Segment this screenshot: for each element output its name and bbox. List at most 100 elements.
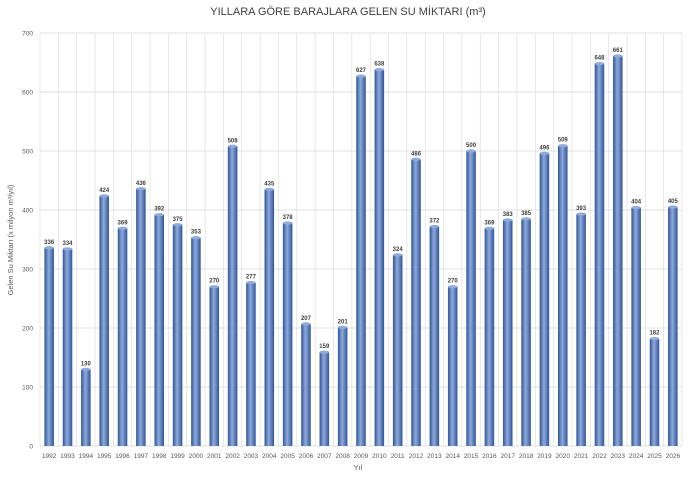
bar-top [521,217,531,221]
bar [668,205,678,446]
bar-top [81,367,91,371]
bar-top [484,226,495,230]
data-label: 277 [246,275,257,281]
x-tick-label: 1996 [115,453,130,460]
x-tick-label: 1995 [97,453,112,460]
bar-top [447,285,458,289]
y-axis-label: Gelen Su Miktarı (x milyon m³/yıl) [6,184,15,295]
bar-body [521,218,531,446]
bar [502,218,513,446]
bar [117,226,128,446]
x-tick-label: 2016 [482,453,497,460]
y-tick-label: 0 [29,444,33,451]
bar [484,226,495,446]
bar-top [154,213,164,217]
data-label: 500 [466,143,477,149]
bar [282,221,293,446]
x-tick-label: 2017 [501,453,516,460]
x-tick-label: 2026 [666,453,681,460]
x-tick-label: 2003 [244,453,259,460]
x-tick-label: 1993 [60,453,75,460]
bar-top [264,187,275,191]
x-tick-label: 2006 [299,453,314,460]
x-tick-label: 2001 [207,453,222,460]
x-tick-label: 2013 [427,453,442,460]
x-tick-label: 1997 [134,453,149,460]
bar [411,157,421,446]
x-tick-label: 2007 [317,453,332,460]
data-label: 648 [594,56,605,62]
bar-body [539,153,550,447]
bar-top [631,206,641,210]
bar [154,213,164,446]
bar [649,337,660,446]
bar-top [429,224,440,229]
bar-top [99,194,109,198]
bar [539,151,550,447]
data-label: 182 [649,331,660,337]
data-label: 270 [209,279,220,285]
bar-top [319,350,330,354]
x-axis-label: Yıl [354,463,363,472]
bar [81,367,91,446]
x-tick-label: 2010 [372,453,387,460]
bar-body [337,327,348,446]
bar-body [301,323,311,446]
data-label: 353 [191,230,202,236]
x-tick-label: 2014 [445,453,460,460]
data-label: 404 [631,200,642,206]
bar-body [356,76,366,446]
bar-body [117,228,128,446]
bar-top [558,144,568,148]
bar-body [649,338,660,446]
x-tick-label: 2022 [592,453,607,460]
bar-body [99,195,109,446]
bar-body [429,226,440,446]
bar [301,322,311,446]
x-tick-label: 1994 [79,453,94,460]
x-tick-label: 2018 [519,453,534,460]
data-label: 334 [63,241,74,247]
bar [246,280,256,446]
y-tick-label: 400 [22,208,33,215]
bar-top [227,144,238,148]
y-tick-label: 300 [22,267,33,274]
data-label: 393 [576,206,587,212]
bar-body [246,282,256,446]
data-label: 638 [374,62,385,68]
y-tick-label: 600 [22,90,33,97]
bar [209,285,220,446]
bar-body [209,286,220,446]
data-label: 270 [448,279,459,285]
data-label: 369 [484,220,495,226]
bar [44,246,54,446]
bar-body [172,224,183,446]
bar-body [594,63,605,447]
bar-top [613,54,623,58]
data-label: 392 [154,207,165,213]
bar-body [154,214,164,446]
bar-top [62,247,73,251]
bar-body [466,151,476,446]
bar [613,54,623,446]
bar [631,206,641,446]
data-label: 378 [283,215,294,221]
bar-body [668,207,678,446]
x-tick-label: 1992 [42,453,57,460]
x-axis-ticks: 1992 1993 1994 1995 1996 1997 1998 1999 2000 2001… [42,453,681,460]
bar [191,236,201,446]
bar [558,144,568,446]
bar-body [44,247,54,446]
bar-body [282,222,293,446]
bar-body [319,352,330,446]
bar-top [246,280,256,285]
data-labels: 336 334 130 424 369 436 392 375 353 270 508 277 435 3… [44,48,678,367]
x-tick-label: 2008 [335,453,350,460]
bar [264,187,275,446]
bar-top [594,62,605,66]
bar-body [447,286,458,446]
bar-body [227,146,238,446]
bar-body [392,254,403,446]
